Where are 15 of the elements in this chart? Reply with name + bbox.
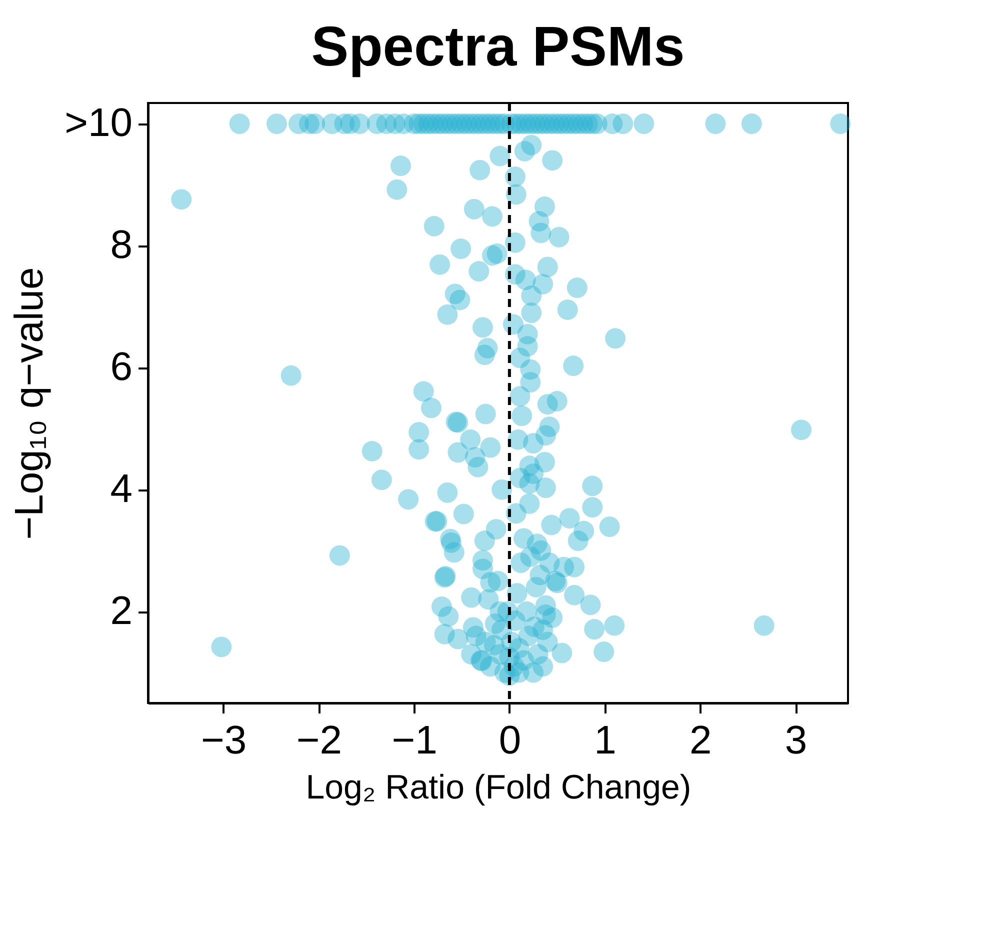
x-tick-label: −3	[201, 718, 247, 762]
x-tick-label: 3	[784, 718, 808, 762]
x-tick-label: 2	[690, 718, 712, 762]
y-tick-label: 6	[110, 345, 132, 390]
y-tick-label: >10	[64, 101, 132, 146]
y-axis-title: −Log₁₀ q−value	[8, 267, 52, 540]
y-tick-label: 2	[110, 589, 132, 634]
x-tick-label: 0	[498, 718, 522, 762]
y-tick-label: 8	[110, 223, 132, 268]
x-tick-label: −1	[392, 718, 438, 762]
x-axis-title: Log₂ Ratio (Fold Change)	[306, 768, 692, 806]
chart-title: Spectra PSMs	[311, 14, 685, 78]
x-tick-label: 1	[594, 718, 616, 762]
x-tick-label: −2	[296, 718, 342, 762]
y-tick-label: 4	[110, 467, 132, 512]
